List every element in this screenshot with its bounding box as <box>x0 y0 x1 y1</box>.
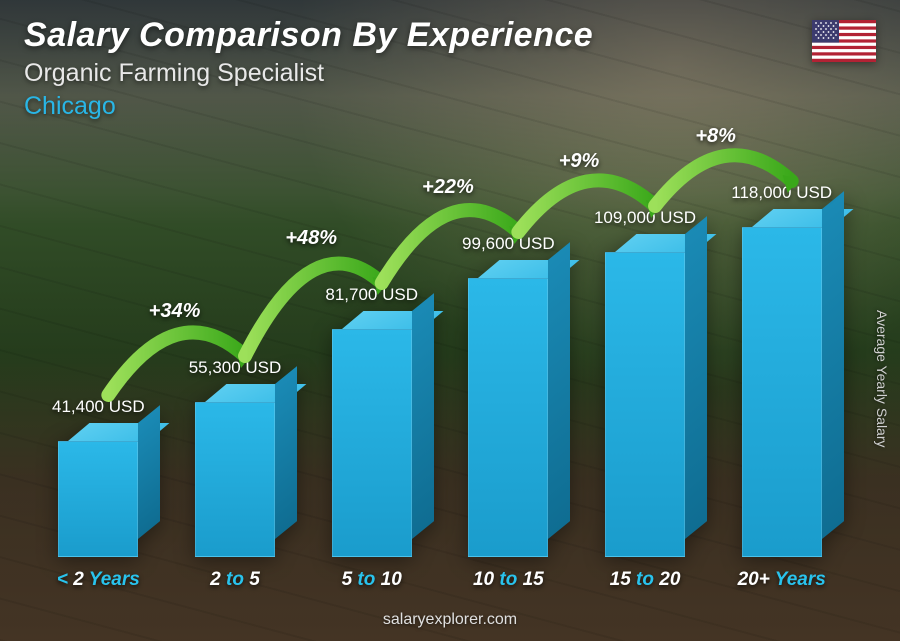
value-label: 81,700 USD <box>312 285 432 305</box>
bar-side-face <box>138 405 160 539</box>
footer-credit: salaryexplorer.com <box>0 611 900 629</box>
bars-container: 41,400 USD < 2 Years 55,300 USD 2 to 5 81,70… <box>30 130 850 591</box>
value-label: 41,400 USD <box>38 397 158 417</box>
bar-group: 41,400 USD < 2 Years <box>30 130 167 591</box>
bar-side-face <box>685 216 707 539</box>
bar-front-face <box>195 402 275 557</box>
bar <box>742 227 822 557</box>
category-label: 10 to 15 <box>473 569 544 591</box>
y-axis-label: Average Yearly Salary <box>874 310 890 448</box>
bar-front-face <box>605 252 685 557</box>
category-label: 5 to 10 <box>342 569 402 591</box>
value-label: 109,000 USD <box>585 208 705 228</box>
header: Salary Comparison By Experience Organic … <box>24 16 593 121</box>
value-label: 55,300 USD <box>175 358 295 378</box>
bar-side-face <box>548 242 570 539</box>
category-label: 20+ Years <box>738 569 826 591</box>
bar-side-face <box>822 191 844 539</box>
bar-group: 81,700 USD 5 to 10 <box>303 130 440 591</box>
bar <box>332 329 412 557</box>
bar <box>605 252 685 557</box>
bar-front-face <box>742 227 822 557</box>
category-label: < 2 Years <box>57 569 140 591</box>
value-label: 118,000 USD <box>722 183 842 203</box>
bar-front-face <box>332 329 412 557</box>
bar <box>468 278 548 557</box>
bar-group: 99,600 USD 10 to 15 <box>440 130 577 591</box>
title: Salary Comparison By Experience <box>24 16 593 55</box>
location: Chicago <box>24 92 593 121</box>
bar <box>195 402 275 557</box>
bar-group: 109,000 USD 15 to 20 <box>577 130 714 591</box>
bar-side-face <box>275 366 297 539</box>
category-label: 15 to 20 <box>610 569 681 591</box>
bar-chart: 41,400 USD < 2 Years 55,300 USD 2 to 5 81,70… <box>30 130 850 591</box>
subtitle: Organic Farming Specialist <box>24 59 593 88</box>
bar <box>58 441 138 557</box>
bar-front-face <box>468 278 548 557</box>
value-label: 99,600 USD <box>448 234 568 254</box>
bar-group: 118,000 USD 20+ Years <box>713 130 850 591</box>
category-label: 2 to 5 <box>210 569 260 591</box>
us-flag-icon <box>812 20 876 62</box>
bar-front-face <box>58 441 138 557</box>
bar-side-face <box>412 293 434 539</box>
infographic-container: Salary Comparison By Experience Organic … <box>0 0 900 641</box>
bar-group: 55,300 USD 2 to 5 <box>167 130 304 591</box>
